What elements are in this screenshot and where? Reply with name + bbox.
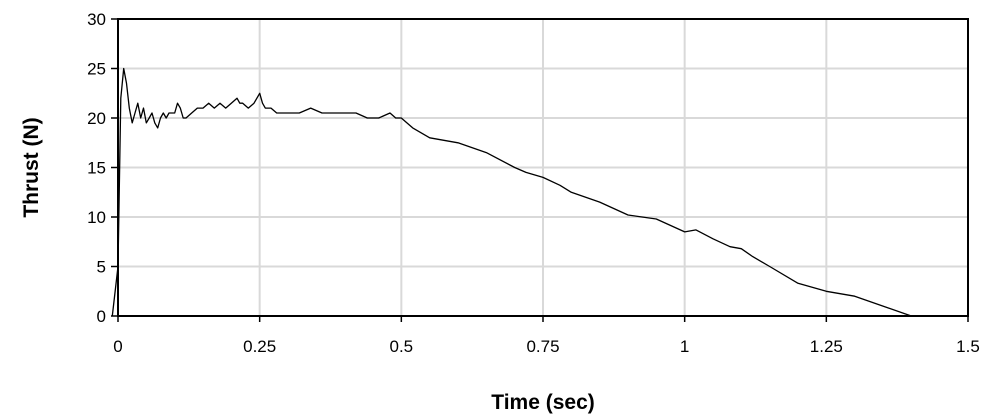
tick-marks-and-labels: 0 0.25 0.5 0.75 1 1.25 1.5 0 5 10 15 20 25 30: [87, 10, 980, 356]
y-tick-label: 30: [87, 10, 106, 29]
series-line-layer: [111, 67, 912, 317]
x-tick-label: 0.5: [390, 337, 414, 356]
y-tick-label: 10: [87, 208, 106, 227]
y-tick-label: 20: [87, 109, 106, 128]
x-tick-label: 0: [113, 337, 122, 356]
x-tick-label: 0.25: [243, 337, 276, 356]
y-tick-label: 25: [87, 60, 106, 79]
x-tick-label: 0.75: [526, 337, 559, 356]
x-tick-label: 1.5: [956, 337, 980, 356]
grid-lines: [118, 19, 968, 316]
x-tick-label: 1: [680, 337, 689, 356]
x-axis-title: Time (sec): [491, 391, 595, 414]
y-tick-label: 5: [97, 258, 106, 277]
y-axis-title: Thrust (N): [20, 117, 43, 217]
y-tick-label: 15: [87, 159, 106, 178]
y-tick-label: 0: [97, 307, 106, 326]
thrust-series-line: [111, 67, 912, 317]
x-tick-label: 1.25: [810, 337, 843, 356]
